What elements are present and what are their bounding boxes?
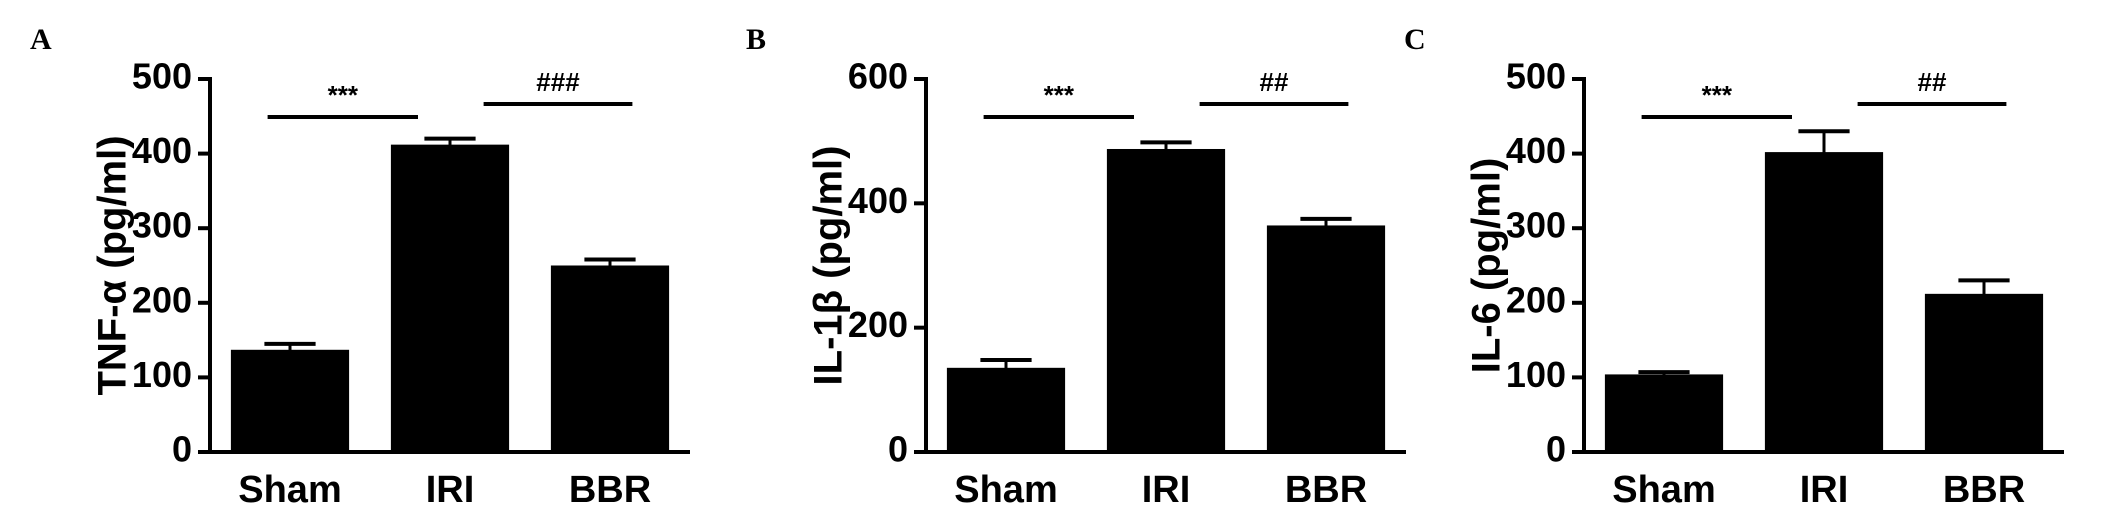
bar	[1106, 148, 1226, 454]
y-tick-label: 100	[1506, 354, 1566, 395]
bar	[390, 144, 510, 454]
panel-label: A	[30, 23, 52, 56]
panel-label: B	[746, 23, 766, 56]
y-tick-label: 0	[1546, 429, 1566, 470]
x-tick-label: BBR	[569, 469, 651, 511]
y-tick-label: 400	[1506, 130, 1566, 171]
significance-label: ###	[536, 67, 580, 97]
bar	[946, 367, 1066, 454]
y-tick-label: 300	[132, 205, 192, 246]
x-tick-label: IRI	[426, 469, 475, 511]
bar	[1266, 225, 1386, 454]
significance-label: ##	[1260, 67, 1289, 97]
bar	[1604, 374, 1724, 454]
significance-label: ***	[1702, 80, 1733, 110]
y-tick-label: 0	[888, 429, 908, 470]
y-tick-label: 400	[848, 180, 908, 221]
x-tick-label: BBR	[1285, 469, 1367, 511]
y-axis-label: IL-6 (pg/ml)	[1465, 158, 1509, 374]
x-tick-label: Sham	[1612, 469, 1715, 511]
x-tick-label: BBR	[1943, 469, 2025, 511]
y-tick-label: 500	[132, 56, 192, 97]
significance-label: ***	[328, 80, 359, 110]
bar	[1924, 293, 2044, 454]
bar	[1764, 152, 1884, 454]
significance-label: ##	[1918, 67, 1947, 97]
y-tick-label: 400	[132, 130, 192, 171]
y-tick-label: 200	[1506, 279, 1566, 320]
x-tick-label: Sham	[954, 469, 1057, 511]
y-tick-label: 500	[1506, 56, 1566, 97]
y-tick-label: 0	[172, 429, 192, 470]
y-tick-label: 300	[1506, 205, 1566, 246]
y-axis-label: IL-1β (pg/ml)	[807, 146, 851, 386]
bar	[230, 349, 350, 454]
x-tick-label: IRI	[1142, 469, 1191, 511]
x-tick-label: Sham	[238, 469, 341, 511]
x-tick-label: IRI	[1800, 469, 1849, 511]
y-tick-label: 100	[132, 354, 192, 395]
significance-label: ***	[1044, 80, 1075, 110]
y-tick-label: 600	[848, 56, 908, 97]
y-tick-label: 200	[132, 279, 192, 320]
panel-label: C	[1404, 23, 1426, 56]
y-tick-label: 200	[848, 304, 908, 345]
bar	[550, 265, 670, 454]
y-axis-label: TNF-α (pg/ml)	[91, 135, 135, 395]
